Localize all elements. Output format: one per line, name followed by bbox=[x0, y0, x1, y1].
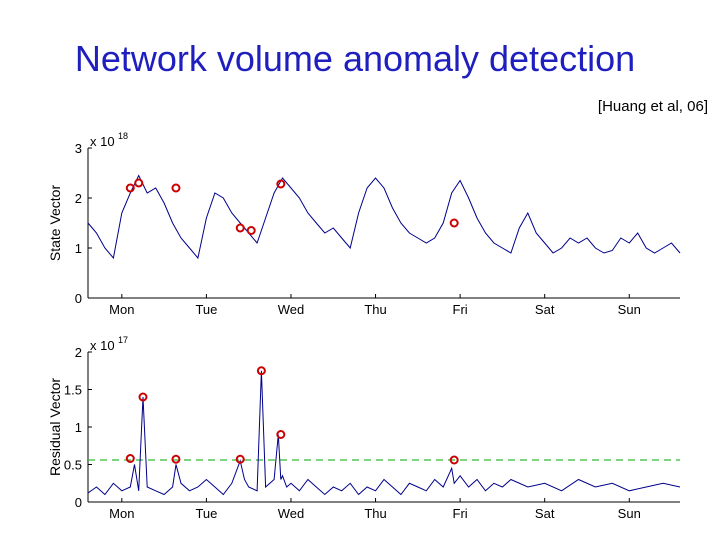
state-anomaly-marker bbox=[235, 223, 245, 233]
residual-multiplier-exponent: 17 bbox=[118, 335, 128, 345]
state-anomaly-marker bbox=[449, 218, 459, 228]
state-xtick-label: Sat bbox=[535, 302, 555, 317]
residual-anomaly-marker bbox=[449, 455, 459, 465]
citation: [Huang et al, 06] bbox=[597, 98, 708, 115]
state-anomaly-marker bbox=[171, 183, 181, 193]
residual-xtick-label: Thu bbox=[364, 506, 386, 521]
state-anomaly-marker bbox=[134, 178, 144, 188]
state-ytick-label: 3 bbox=[75, 141, 82, 156]
residual-ytick-label: 1 bbox=[75, 420, 82, 435]
residual-xtick-label: Sun bbox=[618, 506, 641, 521]
residual-series-line bbox=[87, 370, 681, 496]
residual-ytick-label: 1.5 bbox=[64, 383, 82, 398]
state-anomaly-marker bbox=[276, 179, 286, 189]
state-ytick-label: 1 bbox=[75, 241, 82, 256]
state-ytick-label: 0 bbox=[75, 291, 82, 306]
residual-xtick-label: Tue bbox=[195, 506, 217, 521]
state-xtick-label: Fri bbox=[453, 302, 468, 317]
slide-title: Network volume anomaly detection bbox=[74, 38, 636, 79]
state-y-axis-label: State Vector bbox=[47, 185, 63, 262]
residual-anomaly-marker bbox=[125, 454, 135, 463]
residual-ytick-label: 2 bbox=[75, 345, 82, 360]
state-xtick-label: Wed bbox=[278, 302, 305, 317]
state-xtick-label: Mon bbox=[109, 302, 134, 317]
state-xtick-label: Thu bbox=[364, 302, 386, 317]
residual-anomaly-marker bbox=[171, 454, 181, 464]
residual-y-axis-label: Residual Vector bbox=[47, 378, 63, 476]
residual-anomaly-marker bbox=[276, 430, 286, 439]
state-multiplier-exponent: 18 bbox=[118, 131, 128, 141]
state-anomaly-marker bbox=[246, 226, 256, 235]
residual-ytick-label: 0.5 bbox=[64, 458, 82, 473]
state-multiplier-base: x 10 bbox=[90, 134, 115, 149]
residual-xtick-label: Sat bbox=[535, 506, 555, 521]
residual-ytick-label: 0 bbox=[75, 495, 82, 510]
residual-xtick-label: Wed bbox=[278, 506, 305, 521]
state-anomaly-marker bbox=[125, 183, 135, 193]
residual-xtick-label: Mon bbox=[109, 506, 134, 521]
state-xtick-label: Sun bbox=[618, 302, 641, 317]
residual-anomaly-marker bbox=[256, 366, 266, 376]
state-ytick-label: 2 bbox=[75, 191, 82, 206]
residual-multiplier-base: x 10 bbox=[90, 338, 115, 353]
residual-anomaly-marker bbox=[138, 392, 148, 402]
residual-xtick-label: Fri bbox=[453, 506, 468, 521]
state-xtick-label: Tue bbox=[195, 302, 217, 317]
state-series-line bbox=[87, 174, 681, 260]
residual-anomaly-marker bbox=[235, 454, 245, 464]
